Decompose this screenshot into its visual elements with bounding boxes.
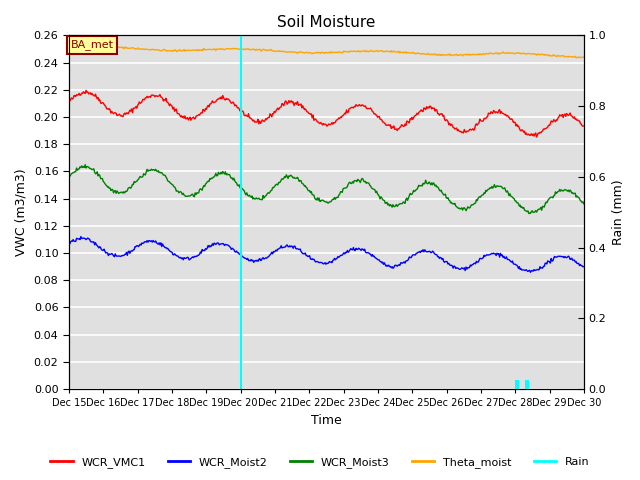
WCR_Moist3 <box>410 188 417 193</box>
WCR_VMC1 <box>82 87 90 93</box>
WCR_Moist2 <box>527 269 534 275</box>
WCR_VMC1 <box>299 103 307 108</box>
Theta_moist <box>299 49 307 55</box>
WCR_Moist2 <box>198 247 206 252</box>
X-axis label: Time: Time <box>311 414 342 427</box>
Line: WCR_Moist3: WCR_Moist3 <box>69 165 584 214</box>
Theta_moist <box>65 44 73 50</box>
WCR_Moist3 <box>454 204 461 210</box>
Bar <box>515 380 519 389</box>
WCR_VMC1 <box>369 109 377 115</box>
WCR_Moist2 <box>369 253 377 259</box>
WCR_Moist3 <box>580 201 588 207</box>
WCR_Moist2 <box>157 240 164 246</box>
Theta_moist <box>572 55 580 60</box>
WCR_Moist2 <box>580 264 588 269</box>
WCR_Moist2 <box>77 234 84 240</box>
Theta_moist <box>157 48 164 54</box>
Theta_moist <box>580 54 588 60</box>
Theta_moist <box>369 48 377 54</box>
WCR_VMC1 <box>65 98 73 104</box>
Theta_moist <box>410 50 417 56</box>
WCR_Moist3 <box>65 174 73 180</box>
WCR_Moist3 <box>299 181 307 187</box>
Theta_moist <box>454 53 461 59</box>
WCR_Moist2 <box>454 265 461 271</box>
Text: BA_met: BA_met <box>70 39 113 50</box>
Line: WCR_VMC1: WCR_VMC1 <box>69 90 584 137</box>
WCR_Moist2 <box>299 251 307 256</box>
WCR_Moist2 <box>65 240 73 246</box>
Line: WCR_Moist2: WCR_Moist2 <box>69 237 584 272</box>
Theta_moist <box>88 43 96 49</box>
WCR_VMC1 <box>198 110 206 116</box>
Line: Theta_moist: Theta_moist <box>69 46 584 58</box>
WCR_Moist3 <box>81 162 89 168</box>
Legend: WCR_VMC1, WCR_Moist2, WCR_Moist3, Theta_moist, Rain: WCR_VMC1, WCR_Moist2, WCR_Moist3, Theta_… <box>46 452 594 472</box>
WCR_VMC1 <box>410 115 417 120</box>
Title: Soil Moisture: Soil Moisture <box>277 15 376 30</box>
Y-axis label: Rain (mm): Rain (mm) <box>612 180 625 245</box>
WCR_Moist3 <box>525 211 532 216</box>
WCR_VMC1 <box>532 134 540 140</box>
Theta_moist <box>198 47 206 52</box>
Y-axis label: VWC (m3/m3): VWC (m3/m3) <box>15 168 28 256</box>
WCR_VMC1 <box>580 123 588 129</box>
WCR_Moist2 <box>410 252 417 258</box>
WCR_VMC1 <box>454 128 461 133</box>
WCR_Moist3 <box>198 187 206 193</box>
WCR_VMC1 <box>157 94 164 100</box>
WCR_Moist3 <box>157 170 164 176</box>
Bar <box>525 380 529 389</box>
WCR_Moist3 <box>369 186 377 192</box>
